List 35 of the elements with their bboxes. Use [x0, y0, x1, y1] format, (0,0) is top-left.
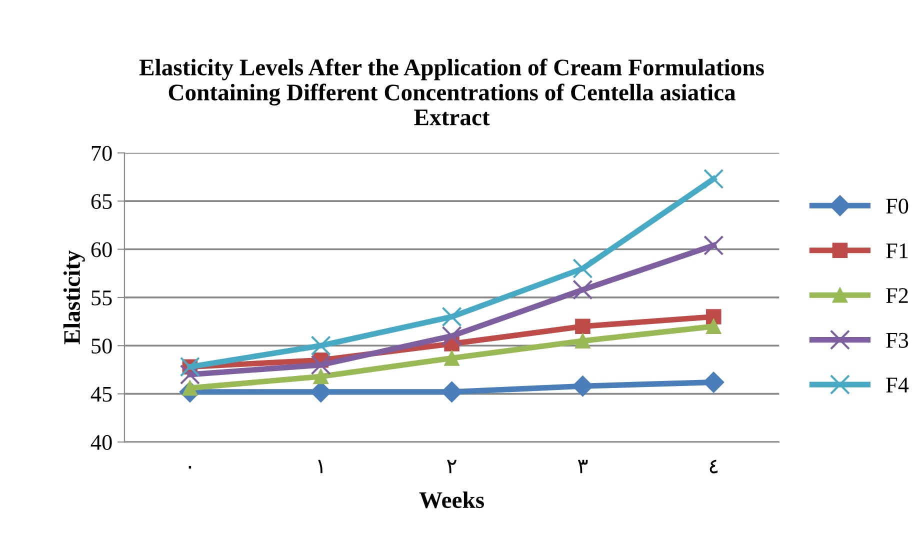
point — [310, 336, 331, 356]
y-tick-label: 45 — [90, 386, 112, 402]
x-tick-label: ٤ — [710, 460, 718, 474]
point — [572, 280, 593, 300]
chart-title: Elasticity Levels After the Application of Cream Formulations Containing Different Concentrations of Centella asiatica Extract — [139, 58, 764, 126]
point — [706, 318, 722, 334]
y-tick-label: 60 — [91, 242, 112, 258]
point — [704, 235, 724, 256]
y-tick-label: 55 — [92, 290, 112, 306]
point — [442, 306, 462, 327]
point — [442, 326, 462, 346]
x-tick-label: ٢ — [447, 460, 456, 474]
legend-label: F1 — [886, 243, 908, 258]
point — [444, 350, 460, 366]
point — [703, 372, 724, 393]
point — [704, 168, 724, 189]
y-tick-label: 70 — [92, 146, 112, 161]
y-axis-title: Elasticity — [63, 250, 85, 344]
x-tick-label: ١ — [318, 460, 322, 474]
x-axis-title: Weeks — [419, 491, 484, 508]
legend-label: F2 — [886, 288, 908, 303]
point — [313, 368, 328, 384]
legend-label: F3 — [886, 332, 908, 348]
point — [575, 333, 590, 348]
point — [572, 258, 593, 279]
legend-label: F4 — [886, 378, 909, 392]
point — [706, 309, 722, 324]
x-tick-label: ٠ — [188, 466, 192, 469]
legend-label: F0 — [886, 198, 908, 214]
point — [575, 318, 590, 334]
y-tick-label: 40 — [90, 434, 112, 450]
x-tick-label: ٣ — [578, 460, 588, 474]
y-tick-label: 65 — [91, 194, 112, 210]
y-tick-label: 50 — [92, 338, 112, 354]
point — [310, 354, 331, 375]
